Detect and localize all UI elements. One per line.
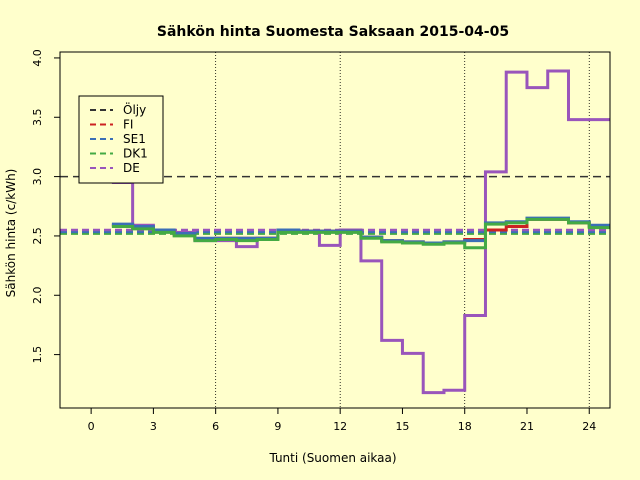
y-tick-label-3.5: 3.5 bbox=[31, 109, 44, 127]
y-axis-label: Sähkön hinta (c/kWh) bbox=[4, 169, 18, 298]
legend-label-dk1: DK1 bbox=[123, 147, 148, 161]
y-tick-label-4.0: 4.0 bbox=[31, 49, 44, 67]
plot-frame bbox=[59, 51, 611, 409]
x-tick-label-3: 3 bbox=[150, 420, 157, 433]
x-tick-label-0: 0 bbox=[88, 420, 95, 433]
y-tick-label-2.0: 2.0 bbox=[31, 287, 44, 305]
x-axis-label: Tunti (Suomen aikaa) bbox=[268, 451, 396, 465]
x-tick-label-9: 9 bbox=[274, 420, 281, 433]
x-tick-label-21: 21 bbox=[520, 420, 534, 433]
x-tick-label-6: 6 bbox=[212, 420, 219, 433]
x-tick-label-12: 12 bbox=[333, 420, 347, 433]
y-tick-label-3.0: 3.0 bbox=[31, 168, 44, 186]
legend-label-se1: SE1 bbox=[123, 132, 146, 146]
series-dk1-line bbox=[111, 217, 610, 250]
axes: 0 3 6 9 12 15 18 21 24 1.5 2.0 2.5 3.0 3.5 4.0 bbox=[31, 49, 596, 433]
legend-label-fi: FI bbox=[123, 118, 133, 132]
legend-label-öljy: Öljy bbox=[123, 101, 146, 117]
legend-label-de: DE bbox=[123, 161, 140, 175]
series-lines bbox=[60, 69, 610, 395]
x-tick-label-18: 18 bbox=[458, 420, 472, 433]
chart-title: Sähkön hinta Suomesta Saksaan 2015-04-05 bbox=[157, 24, 509, 40]
y-tick-label-2.5: 2.5 bbox=[31, 227, 44, 245]
x-tick-label-15: 15 bbox=[395, 420, 409, 433]
x-tick-label-24: 24 bbox=[582, 420, 596, 433]
y-tick-label-1.5: 1.5 bbox=[31, 346, 44, 364]
